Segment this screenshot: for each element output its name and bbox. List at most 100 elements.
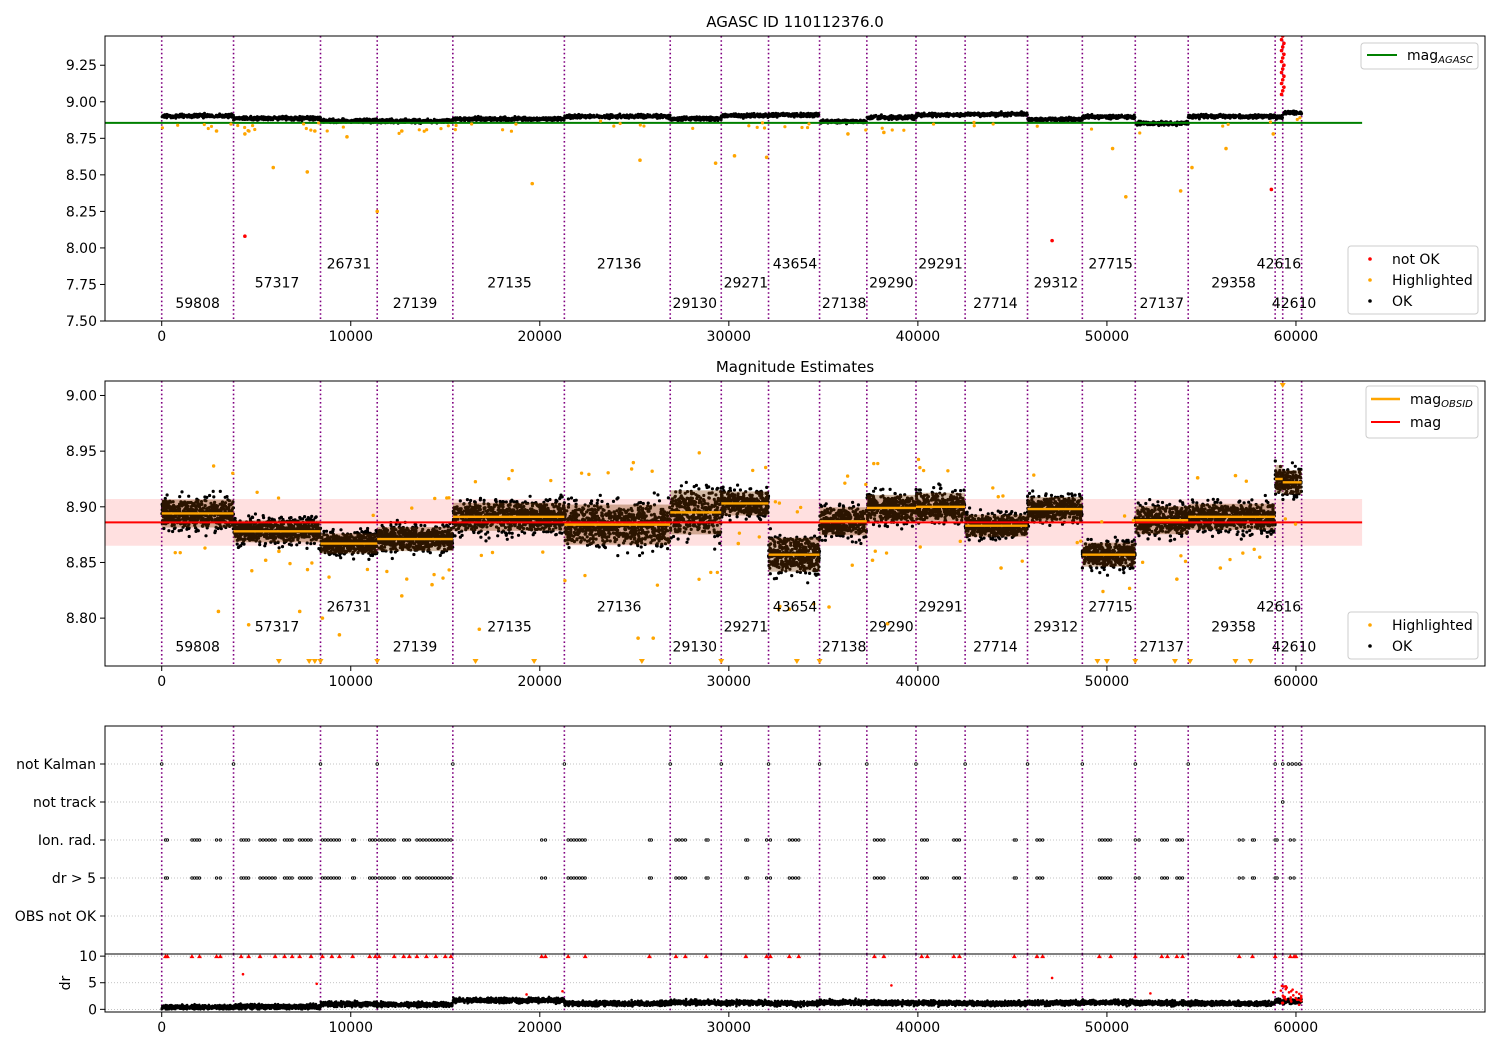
- panel2-highlighted-point: [263, 558, 268, 563]
- panel1-not-ok-point: [1280, 67, 1285, 71]
- panel3-ion-rad-point: [195, 838, 199, 842]
- panel3-dr-gt5-point: [300, 876, 305, 880]
- panel2-obsid-label: 27139: [393, 640, 438, 656]
- panel2-highlighted-point: [884, 551, 889, 555]
- panel2-obsid-label: 29312: [1034, 619, 1079, 635]
- panel1-obsid-label: 29358: [1211, 275, 1256, 291]
- panel1-highlighted-point: [229, 122, 233, 126]
- panel3-dr-gt5-point: [197, 876, 202, 880]
- panel3-dr-gt5-point: [261, 876, 265, 880]
- panel4-red-point: [1149, 992, 1152, 995]
- panel3-ion-rad-point: [320, 838, 325, 842]
- panel3-dr-gt5-point: [285, 876, 289, 880]
- panel3-ion-rad-point: [244, 838, 248, 842]
- panel4-clipped-marker: [350, 954, 356, 959]
- panel4-clipped-marker: [246, 954, 252, 959]
- panel4-clipped-marker: [1249, 954, 1255, 959]
- panel2-highlighted-point: [277, 549, 281, 554]
- panel2-clipped-marker: [317, 659, 324, 664]
- panel2-highlighted-point: [870, 558, 875, 563]
- panel3-dr-gt5-point: [1241, 876, 1245, 880]
- panel3-ion-rad-point: [1035, 838, 1039, 842]
- panel3-ion-rad-point: [449, 838, 453, 842]
- panel4-red-point: [1281, 994, 1285, 998]
- panel4-red-point: [1291, 988, 1294, 991]
- panel4-clipped-marker: [786, 954, 792, 959]
- panel4-axes: 0 10000 20000 30000 40000 50000 60000 0 5 10: [79, 949, 1318, 1036]
- panel1-highlighted-point: [446, 124, 450, 128]
- panel3-dr-gt5-point: [872, 876, 877, 880]
- panel2-xtick-label: 50000: [1085, 674, 1130, 690]
- panel4-xtick-label: 60000: [1274, 1020, 1319, 1036]
- panel3-ion-rad-point: [430, 838, 435, 842]
- panel3-ion-rad-point: [300, 838, 305, 842]
- panel2-highlighted-point: [320, 616, 325, 620]
- panel2-clipped-marker: [718, 659, 725, 664]
- panel3-dr-gt5-point: [352, 876, 357, 880]
- panel2-highlighted-point: [1100, 520, 1104, 524]
- panel2-highlighted-point: [1233, 473, 1238, 478]
- panel2-highlighted-point: [445, 496, 449, 500]
- panel1-highlighted-point: [1221, 124, 1225, 128]
- panel3-ion-rad-point: [1133, 838, 1137, 842]
- panel3-ion-rad-point: [1292, 838, 1296, 842]
- panel3-ion-rad-point: [440, 838, 444, 842]
- panel4-clipped-marker: [565, 954, 571, 959]
- panel4-clipped-marker: [1132, 954, 1138, 959]
- legend-frame: [1347, 611, 1479, 660]
- panel3-dr-gt5-point: [580, 876, 584, 880]
- panel2-highlighted-point: [776, 607, 781, 612]
- panel2-highlighted-point: [631, 460, 636, 465]
- panel2-highlighted-point: [563, 578, 567, 583]
- panel2-highlighted-point: [709, 570, 713, 575]
- panel3-ion-rad-point: [326, 838, 330, 842]
- panel3-not-kalman-point: [1294, 762, 1298, 766]
- panel4-red-point: [1287, 991, 1291, 994]
- panel1-xtick-label: 0: [157, 329, 166, 345]
- panel3-ion-rad-point: [285, 838, 289, 842]
- panel4-clipped-marker: [376, 954, 382, 959]
- panel1-highlighted-point: [309, 128, 313, 132]
- panel3-ion-rad-point: [1252, 838, 1257, 842]
- panel1-not-ok-point: [1280, 45, 1285, 49]
- panel1-highlighted-point: [209, 124, 214, 129]
- panel4-ytick-label: 5: [88, 976, 97, 992]
- panel3-ion-rad-point: [787, 838, 791, 842]
- panel3-dr-gt5-point: [768, 876, 773, 880]
- panel2-highlighted-point: [297, 609, 302, 614]
- panel1-highlighted-point: [422, 129, 426, 133]
- panel3-dr-gt5-point: [1160, 876, 1164, 880]
- panel1-highlighted-point: [325, 129, 329, 133]
- panel3-not-kalman-point: [1286, 762, 1291, 766]
- panel3-ion-rad-point: [389, 838, 393, 842]
- panel3-not-kalman-point: [914, 762, 918, 766]
- panel1-highlighted-point: [807, 122, 811, 126]
- legend-marker-highlighted: [1368, 278, 1372, 282]
- panel1-highlighted-point: [972, 124, 976, 128]
- panel3-ion-rad-point: [925, 838, 929, 842]
- panel2-obsid-label: 59808: [175, 640, 220, 656]
- panel1-obsid-label: 43654: [773, 256, 818, 272]
- panel1-highlighted-point: [762, 126, 767, 130]
- panel2-ytick-label: 8.95: [66, 444, 97, 460]
- panel2-legend-lines: magOBSID mag: [1365, 385, 1479, 439]
- panel3-dr-gt5-point: [706, 876, 710, 880]
- panel3-dr-gt5-point: [380, 876, 384, 880]
- panel3-ion-rad-point: [1178, 838, 1182, 842]
- panel3-not-kalman-point: [562, 762, 567, 766]
- panel3-ion-rad-point: [424, 838, 428, 842]
- panel1-highlighted-point: [1298, 116, 1302, 120]
- panel4-red-point: [1279, 989, 1283, 992]
- legend-marker-ok: [1368, 299, 1372, 303]
- panel3-dr-gt5-point: [218, 876, 222, 880]
- panel2-clipped-marker: [1232, 659, 1239, 664]
- panel3-not-kalman-point: [668, 762, 672, 766]
- panel2-highlighted-point: [473, 480, 478, 484]
- panel1-highlighted-point: [243, 132, 247, 136]
- panel1-highlighted-point: [397, 131, 401, 135]
- panel1-highlighted-point: [1110, 146, 1115, 151]
- panel1-obsid-label: 27135: [487, 275, 532, 291]
- panel2-clipped-marker: [816, 659, 823, 664]
- panel3-not-kalman-point: [817, 762, 822, 766]
